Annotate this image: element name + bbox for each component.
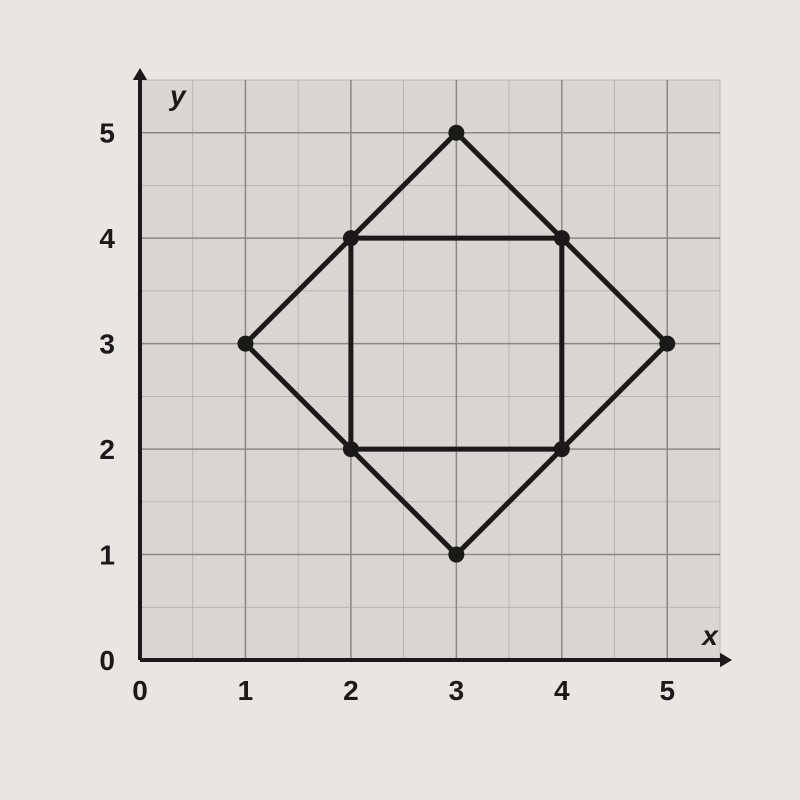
vertex-point [343,230,359,246]
y-axis-label: y [168,80,187,111]
vertex-point [343,441,359,457]
coordinate-grid-chart: 012345012345xy [50,50,750,750]
vertex-point [237,336,253,352]
x-tick-label: 1 [238,675,254,706]
grid-background [140,80,720,660]
vertex-point [659,336,675,352]
y-tick-label: 0 [99,645,115,676]
vertex-point [448,547,464,563]
y-tick-label: 1 [99,540,115,571]
x-axis-label: x [700,620,719,651]
x-axis-arrow [720,653,732,667]
y-tick-label: 4 [99,223,115,254]
x-tick-label: 0 [132,675,148,706]
vertex-point [554,230,570,246]
y-tick-label: 3 [99,329,115,360]
vertex-point [554,441,570,457]
x-tick-label: 4 [554,675,570,706]
x-tick-label: 5 [659,675,675,706]
chart-svg: 012345012345xy [50,50,750,750]
vertex-point [448,125,464,141]
x-tick-label: 2 [343,675,359,706]
x-tick-label: 3 [449,675,465,706]
y-tick-label: 2 [99,434,115,465]
y-axis-arrow [133,68,147,80]
y-tick-label: 5 [99,118,115,149]
